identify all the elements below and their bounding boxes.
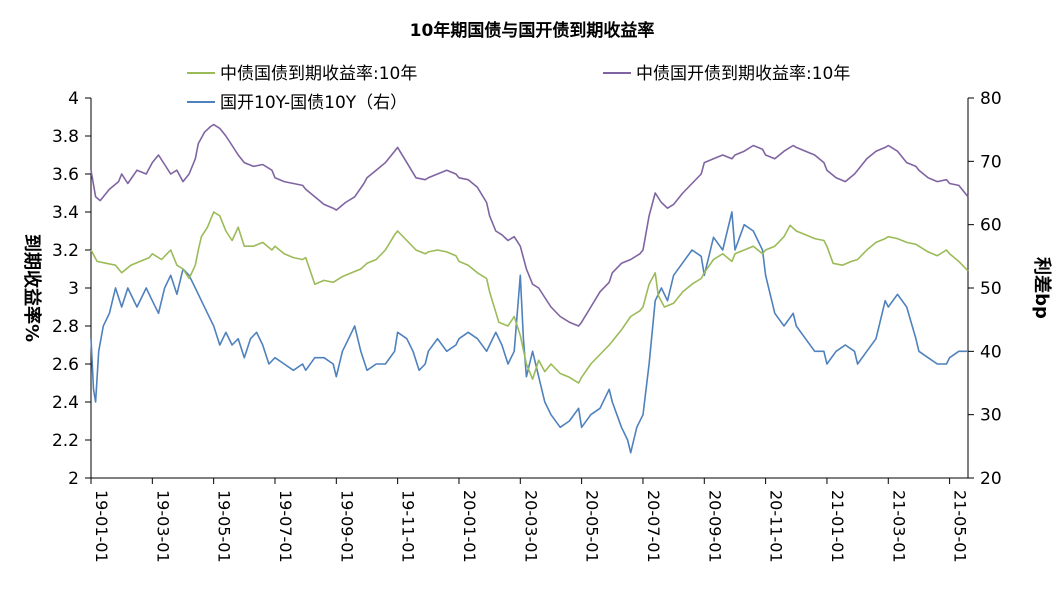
y-tick-label-left: 3	[68, 279, 79, 299]
series-line-cdb-10y	[90, 123, 969, 327]
y-tick-label-left: 3.4	[52, 203, 79, 223]
series-line-cgb-10y	[90, 211, 969, 384]
x-tick-label: 20-05-01	[583, 490, 602, 563]
y-tick-label-right: 80	[980, 89, 1002, 109]
y-tick-label-left: 2	[68, 469, 79, 489]
legend-item-cgb: 中债国债到期收益率:10年	[187, 64, 417, 84]
legend-label-spread: 国开10Y-国债10Y（右）	[220, 93, 407, 113]
y-tick-label-right: 20	[980, 469, 1002, 489]
x-tick-label: 20-09-01	[705, 490, 724, 563]
y-tick-label-left: 2.8	[52, 317, 79, 337]
x-tick-label: 19-07-01	[276, 490, 295, 563]
y-tick-label-right: 40	[980, 342, 1002, 362]
y-tick-label-left: 2.2	[52, 431, 79, 451]
x-tick-label: 20-11-01	[767, 490, 786, 563]
x-tick-label: 19-11-01	[399, 490, 418, 563]
x-axis-ticks: 19-01-01 19-03-01 19-05-01 19-07-01 19-09-01…	[90, 478, 970, 563]
x-tick-label: 19-03-01	[153, 490, 172, 563]
x-tick-label: 19-01-01	[92, 490, 111, 563]
plot-frame	[90, 98, 969, 479]
legend-item-cdb: 中债国开债到期收益率:10年	[603, 64, 850, 84]
x-tick-label: 21-01-01	[828, 490, 847, 563]
y-tick-label-left: 2.4	[52, 393, 79, 413]
legend-label-cgb: 中债国债到期收益率:10年	[220, 64, 417, 84]
y-tick-label-left: 4	[68, 89, 79, 109]
y-axis-title-left: 到期收益率%	[21, 234, 43, 342]
y-tick-label-left: 3.8	[52, 127, 79, 147]
x-tick-label: 21-05-01	[951, 490, 970, 563]
chart-title: 10年期国债与国开债到期收益率	[410, 20, 655, 41]
x-tick-label: 20-07-01	[644, 490, 663, 563]
y-tick-label-left: 2.6	[52, 355, 79, 375]
legend-label-cdb: 中债国开债到期收益率:10年	[636, 64, 850, 84]
y-tick-label-left: 3.2	[52, 241, 79, 261]
left-axis-ticks: 2 2.2 2.4 2.6 2.8 3 3.2 3.4 3.6 3.8 4	[52, 89, 91, 489]
legend-item-spread: 国开10Y-国债10Y（右）	[187, 93, 407, 113]
y-axis-title-right: 利差bp	[1031, 257, 1053, 319]
y-tick-label-right: 70	[980, 152, 1002, 172]
x-tick-label: 20-01-01	[460, 490, 479, 563]
series-line-spread	[90, 211, 968, 454]
series-layer	[90, 123, 969, 454]
y-tick-label-right: 50	[980, 279, 1002, 299]
legend: 中债国债到期收益率:10年 中债国开债到期收益率:10年 国开10Y-国债10Y…	[187, 64, 850, 113]
y-tick-label-left: 3.6	[52, 165, 79, 185]
x-tick-label: 21-03-01	[889, 490, 908, 563]
y-tick-label-right: 60	[980, 216, 1002, 236]
x-tick-label: 19-09-01	[337, 490, 356, 563]
x-tick-label: 20-03-01	[521, 490, 540, 563]
y-tick-label-right: 30	[980, 406, 1002, 426]
x-tick-label: 19-05-01	[215, 490, 234, 563]
right-axis-ticks: 20 30 40 50 60 70 80	[968, 89, 1002, 489]
